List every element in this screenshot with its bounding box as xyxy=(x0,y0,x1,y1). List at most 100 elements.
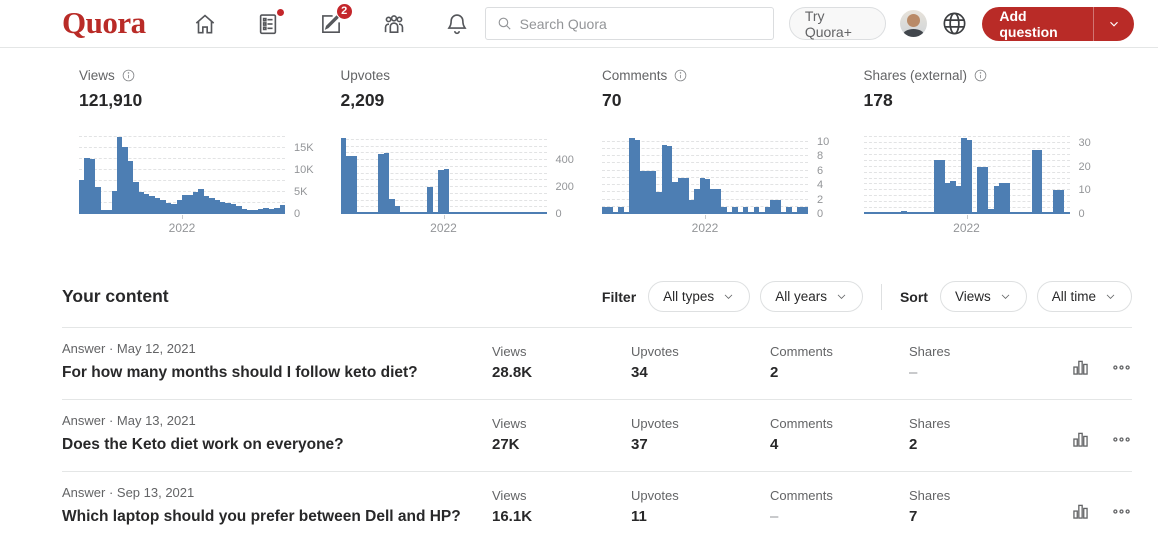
profile-avatar[interactable] xyxy=(900,10,928,37)
row-stat-upvotes: Upvotes 11 xyxy=(631,485,770,528)
row-stat-value: 28.8K xyxy=(492,364,533,381)
chart-gridline xyxy=(79,169,285,171)
chart-bar xyxy=(634,139,640,214)
following-feed-icon[interactable] xyxy=(254,7,285,38)
row-stat-label: Shares xyxy=(909,415,951,431)
row-stat-comments: Comments 4 xyxy=(770,413,909,456)
notifications-bell-icon[interactable] xyxy=(443,10,471,38)
chart-gridline xyxy=(79,158,285,160)
chart-y-axis: 400 200 0 xyxy=(547,136,581,220)
y-axis-tick-label: 30 xyxy=(1078,137,1091,150)
chart-bar xyxy=(389,199,395,214)
stat-card: Upvotes 2,209 400 200 0 2022 xyxy=(324,68,586,235)
stat-value: 121,910 xyxy=(79,90,143,110)
chart-bar xyxy=(863,212,869,214)
chart-bar xyxy=(764,206,771,214)
chart-x-axis: 2022 xyxy=(864,215,1070,235)
content-meta: Answer · May 13, 2021 xyxy=(62,412,196,428)
chart-bar xyxy=(1009,212,1016,214)
chart-bar xyxy=(230,204,237,214)
chart-bar xyxy=(160,200,166,214)
chart-bar xyxy=(677,177,684,214)
content-title-link[interactable]: For how many months should I follow keto… xyxy=(62,364,418,381)
filter-label: Filter xyxy=(601,288,637,305)
chart-bar xyxy=(373,212,379,214)
row-more-options-icon[interactable] xyxy=(1111,501,1132,522)
row-stat-value: 2 xyxy=(770,364,779,381)
chart-bar xyxy=(607,206,613,214)
content-title-link[interactable]: Which laptop should you prefer between D… xyxy=(62,507,461,525)
row-stat-shares: Shares – xyxy=(909,341,1048,384)
your-content-header: Your content Filter All types All years … xyxy=(62,281,1132,312)
bar-chart-plot xyxy=(863,136,1070,214)
chart-bar xyxy=(486,212,493,214)
quora-logo[interactable]: Quora xyxy=(62,5,146,40)
info-icon[interactable] xyxy=(121,68,136,83)
row-more-options-icon[interactable] xyxy=(1111,357,1132,378)
chart-bar xyxy=(165,202,172,214)
y-axis-tick-label: 0 xyxy=(294,208,301,220)
spaces-icon[interactable] xyxy=(380,10,408,38)
filter-all-years-dropdown[interactable]: All years xyxy=(760,281,863,312)
chart-bar xyxy=(252,209,258,214)
chart-gridline xyxy=(79,147,285,149)
chart-bar xyxy=(176,199,183,214)
language-globe-icon[interactable] xyxy=(940,9,969,39)
chart-bar xyxy=(279,204,286,214)
content-list: Answer · May 12, 2021 For how many month… xyxy=(62,327,1132,535)
info-icon[interactable] xyxy=(673,68,688,83)
stat-value: 70 xyxy=(602,90,622,110)
row-stat-value: 4 xyxy=(770,435,779,453)
add-question-button[interactable]: Add question xyxy=(999,7,1058,40)
chart-bar xyxy=(203,195,210,214)
row-stats-chart-icon[interactable] xyxy=(1070,429,1091,450)
chart-gridline xyxy=(340,145,547,147)
content-title-link[interactable]: Does the Keto diet work on everyone? xyxy=(62,435,344,453)
row-stat-views: Views 16.1K xyxy=(492,485,631,528)
try-quora-plus-button[interactable]: Try Quora+ xyxy=(788,7,887,40)
chart-bar xyxy=(688,199,695,214)
add-question-dropdown-button[interactable] xyxy=(1094,7,1134,41)
chart-bar xyxy=(742,206,749,214)
search-input[interactable] xyxy=(519,15,763,32)
row-stat-value: 2 xyxy=(909,435,918,453)
chart-bar xyxy=(732,206,738,214)
chart-bar xyxy=(476,212,482,214)
chart-bar xyxy=(982,166,989,214)
y-axis-tick-label: 6 xyxy=(817,164,824,177)
chart-bar xyxy=(656,192,662,214)
chart-x-label: 2022 xyxy=(430,221,457,235)
avatar-face xyxy=(907,14,921,27)
stat-value: 178 xyxy=(863,90,893,110)
answer-requests-icon[interactable]: 2 xyxy=(317,2,353,38)
row-stat-label: Views xyxy=(492,344,527,359)
chart-bar xyxy=(933,159,940,214)
chart-bar xyxy=(144,193,150,214)
x-tick-mark xyxy=(182,215,183,219)
row-stats-chart-icon[interactable] xyxy=(1070,501,1091,522)
stats-summary-section: Views 121,910 15K 10K 5K 0 2022 Upvotes 2,2… xyxy=(62,68,1108,235)
y-axis-tick-label: 4 xyxy=(817,179,824,192)
sort-all-time-dropdown[interactable]: All time xyxy=(1036,281,1132,312)
row-stat-comments: Comments – xyxy=(770,485,909,528)
chart-bar xyxy=(443,169,449,214)
chart-bar xyxy=(209,197,215,214)
info-icon[interactable] xyxy=(973,68,988,83)
home-icon[interactable] xyxy=(191,10,219,38)
chart-bar xyxy=(100,209,107,214)
row-stat-value: 11 xyxy=(631,507,647,525)
row-more-options-icon[interactable] xyxy=(1111,429,1132,450)
chart-gridline xyxy=(602,162,808,164)
chart-bar xyxy=(154,198,161,214)
chart-bar xyxy=(257,209,264,214)
sort-label: Sort xyxy=(899,288,928,305)
answer-requests-count-badge: 2 xyxy=(335,2,353,20)
chart-gridline xyxy=(602,176,808,178)
x-tick-mark xyxy=(443,215,445,219)
sort-views-dropdown[interactable]: Views xyxy=(939,281,1027,312)
filter-all-types-dropdown[interactable]: All types xyxy=(648,281,751,312)
stat-mini-chart: 15K 10K 5K 0 2022 xyxy=(79,136,324,235)
row-stats-chart-icon[interactable] xyxy=(1070,357,1091,378)
chart-bar xyxy=(214,200,220,214)
chart-bar xyxy=(519,212,525,214)
